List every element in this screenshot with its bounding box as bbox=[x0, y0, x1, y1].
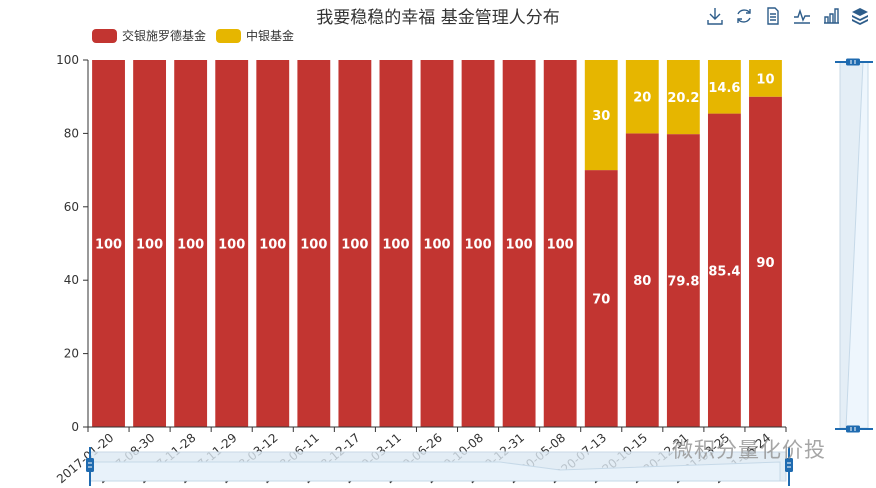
bar-value-label: 100 bbox=[177, 238, 204, 253]
bar-value-label: 79.8 bbox=[667, 275, 699, 290]
bar-segment[interactable] bbox=[749, 96, 782, 427]
bar-value-label: 100 bbox=[300, 238, 327, 253]
bar-value-label: 100 bbox=[464, 238, 491, 253]
bar-value-label: 100 bbox=[382, 238, 409, 253]
y-tick-label: 100 bbox=[56, 53, 79, 67]
y-tick-label: 40 bbox=[64, 273, 79, 287]
bar-segment[interactable] bbox=[625, 133, 659, 427]
legend-label: 交银施罗德基金 bbox=[122, 29, 207, 43]
bar-value-label: 100 bbox=[136, 238, 163, 253]
legend-swatch bbox=[216, 28, 242, 43]
chart-title: 我要稳稳的幸福 基金管理人分布 bbox=[316, 8, 560, 28]
bar-segment[interactable] bbox=[707, 60, 741, 114]
bar-chart-icon[interactable] bbox=[821, 6, 841, 26]
bar-value-label: 10 bbox=[756, 72, 774, 87]
restore-icon[interactable] bbox=[734, 6, 754, 26]
bar-segment[interactable] bbox=[502, 60, 536, 427]
bar-segment[interactable] bbox=[420, 60, 454, 427]
y-tick-label: 20 bbox=[64, 347, 79, 361]
x-datazoom-slider[interactable] bbox=[86, 447, 793, 486]
bar-value-label: 90 bbox=[756, 256, 774, 271]
y-datazoom-slider[interactable] bbox=[835, 58, 873, 433]
bar-segment[interactable] bbox=[174, 60, 208, 427]
bar-value-label: 30 bbox=[592, 109, 610, 124]
bar-value-label: 100 bbox=[218, 238, 245, 253]
y-tick-label: 60 bbox=[64, 200, 79, 214]
bar-segment[interactable] bbox=[666, 60, 700, 135]
bar-segment[interactable] bbox=[584, 170, 618, 427]
bar-segment[interactable] bbox=[379, 60, 413, 427]
bar-segment[interactable] bbox=[707, 113, 741, 427]
legend-item-jiaoyin[interactable]: 交银施罗德基金 bbox=[92, 27, 206, 44]
line-chart-icon[interactable] bbox=[792, 6, 812, 26]
bar-value-label: 85.4 bbox=[708, 264, 740, 279]
bar-segment[interactable] bbox=[256, 60, 290, 427]
bar-segment[interactable] bbox=[297, 60, 331, 427]
bar-value-label: 20 bbox=[633, 91, 651, 106]
legend-item-zhongyin[interactable]: 中银基金 bbox=[216, 27, 294, 44]
watermark: 微积分量化价投 bbox=[672, 438, 826, 462]
bar-value-label: 100 bbox=[95, 238, 122, 253]
bar-value-label: 100 bbox=[547, 238, 574, 253]
legend-swatch bbox=[92, 28, 117, 43]
bar-value-label: 100 bbox=[341, 238, 368, 253]
save-as-image-icon[interactable] bbox=[705, 6, 725, 26]
bar-segment[interactable] bbox=[584, 60, 618, 171]
bar-segment[interactable] bbox=[543, 60, 577, 427]
bar-segment[interactable] bbox=[625, 60, 659, 134]
bar-value-label: 100 bbox=[259, 238, 286, 253]
bar-segment[interactable] bbox=[215, 60, 249, 427]
bar-segment[interactable] bbox=[749, 60, 782, 97]
bar-segment[interactable] bbox=[133, 60, 167, 427]
y-tick-label: 80 bbox=[64, 126, 79, 140]
data-view-icon[interactable] bbox=[763, 6, 783, 26]
bar-segment[interactable] bbox=[666, 134, 700, 427]
bar-value-label: 20.2 bbox=[667, 91, 699, 106]
bar-segment[interactable] bbox=[461, 60, 495, 427]
bar-segment[interactable] bbox=[92, 60, 125, 427]
bar-value-label: 100 bbox=[423, 238, 450, 253]
legend: 交银施罗德基金 中银基金 bbox=[92, 27, 294, 44]
bar-value-label: 14.6 bbox=[708, 81, 740, 96]
stack-icon[interactable] bbox=[850, 6, 870, 26]
bar-value-label: 80 bbox=[633, 274, 651, 289]
bar-value-label: 100 bbox=[506, 238, 533, 253]
bar-value-label: 70 bbox=[592, 293, 610, 308]
legend-label: 中银基金 bbox=[246, 29, 295, 43]
y-tick-label: 0 bbox=[71, 420, 79, 434]
bar-segment[interactable] bbox=[338, 60, 372, 427]
toolbox bbox=[705, 6, 870, 26]
